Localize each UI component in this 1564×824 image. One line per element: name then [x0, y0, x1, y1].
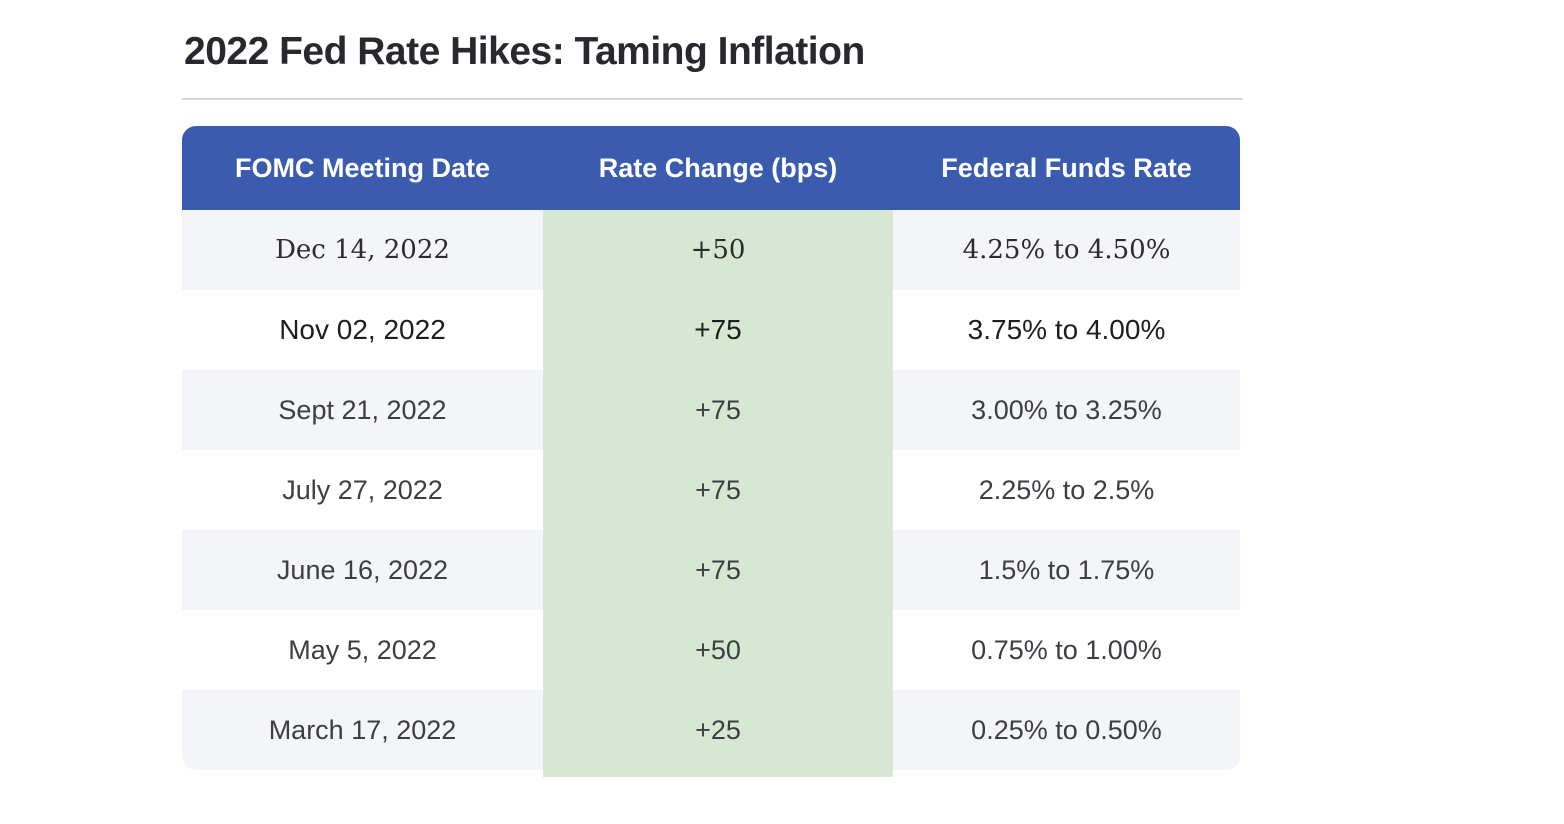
cell-meeting-date: July 27, 2022 [282, 474, 443, 505]
page-title: 2022 Fed Rate Hikes: Taming Inflation [184, 30, 865, 73]
cell-federal-funds-rate: 2.25% to 2.5% [978, 474, 1155, 505]
cell-federal-funds-rate: 3.00% to 3.25% [971, 394, 1162, 425]
fed-rate-hikes-table: FOMC Meeting Date Rate Change (bps) Fede… [182, 126, 1240, 777]
table-body: Dec 14, 2022 +50 4.25% to 4.50% Nov 02, … [182, 210, 1240, 777]
cell-federal-funds-rate: 0.75% to 1.00% [971, 634, 1162, 665]
cell-rate-change: +75 [543, 290, 893, 370]
cell-meeting-date: May 5, 2022 [288, 634, 437, 665]
cell-rate-change: +25 [543, 690, 893, 770]
cell-meeting-date: June 16, 2022 [276, 554, 449, 585]
cell-rate-change: +75 [543, 450, 893, 530]
cell-meeting-date: March 17, 2022 [268, 714, 457, 745]
table-row: March 17, 2022 +25 0.25% to 0.50% [182, 690, 1240, 770]
cell-meeting-date: Sept 21, 2022 [278, 394, 447, 425]
table-row: July 27, 2022 +75 2.25% to 2.5% [182, 450, 1240, 530]
table-row: June 16, 2022 +75 1.5% to 1.75% [182, 530, 1240, 610]
table-row: Sept 21, 2022 +75 3.00% to 3.25% [182, 370, 1240, 450]
table-row: May 5, 2022 +50 0.75% to 1.00% [182, 610, 1240, 690]
header-cell-federal-funds-rate: Federal Funds Rate [941, 152, 1192, 183]
rate-change-column-tail [543, 770, 893, 777]
table-row: Dec 14, 2022 +50 4.25% to 4.50% [182, 210, 1240, 290]
header-cell-rate-change: Rate Change (bps) [598, 152, 838, 183]
cell-rate-change: +75 [543, 370, 893, 450]
cell-meeting-date: Nov 02, 2022 [279, 314, 446, 345]
cell-federal-funds-rate: 1.5% to 1.75% [978, 554, 1155, 585]
cell-rate-change: +75 [543, 530, 893, 610]
table-header-row: FOMC Meeting Date Rate Change (bps) Fede… [182, 126, 1240, 210]
cell-rate-change: +50 [543, 210, 893, 290]
cell-federal-funds-rate: 4.25% to 4.50% [962, 235, 1171, 265]
cell-rate-change: +50 [543, 610, 893, 690]
header-cell-meeting-date: FOMC Meeting Date [234, 152, 490, 183]
cell-federal-funds-rate: 0.25% to 0.50% [971, 714, 1162, 745]
title-divider [182, 98, 1243, 100]
cell-federal-funds-rate: 3.75% to 4.00% [967, 314, 1166, 345]
cell-meeting-date: Dec 14, 2022 [275, 235, 450, 265]
table-row: Nov 02, 2022 +75 3.75% to 4.00% [182, 290, 1240, 370]
